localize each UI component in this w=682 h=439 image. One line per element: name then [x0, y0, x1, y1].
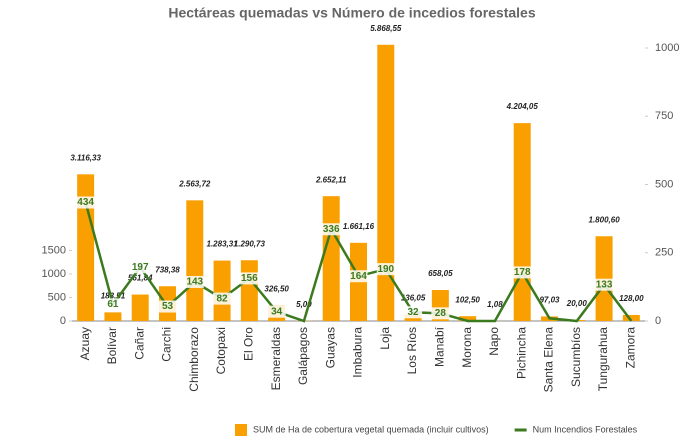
x-tick-label: Chimborazo: [187, 327, 201, 392]
y-tick-label: 500: [48, 291, 66, 303]
line-value-label: 82: [217, 293, 229, 304]
x-tick-label: Santa Elena: [542, 327, 556, 393]
bar-value-label: 4.204,05: [506, 102, 539, 111]
bar: [132, 295, 149, 321]
x-tick-label: Pichincha: [514, 327, 528, 379]
chart-title: Hectáreas quemadas vs Número de incedios…: [168, 5, 535, 21]
bar: [241, 260, 258, 321]
y2-tick-label: 0: [655, 315, 661, 327]
line-value-label: 133: [596, 279, 613, 290]
x-tick-label: Azuay: [78, 327, 92, 360]
x-tick-label: Cotopaxi: [214, 327, 228, 374]
line-value-label: 61: [107, 299, 119, 310]
x-tick-label: Tungurahua: [596, 327, 610, 392]
x-tick-label: El Oro: [242, 327, 256, 361]
bar-value-label: 738,38: [155, 265, 180, 274]
bar-value-label: 326,50: [264, 285, 289, 294]
y2-tick-label: 1000: [655, 42, 679, 54]
x-tick-label: Guayas: [323, 327, 337, 368]
bar-value-label: 5.868,55: [370, 24, 402, 33]
x-tick-label: Manabí: [433, 326, 447, 367]
bar-value-label: 102,50: [455, 295, 480, 304]
bar-value-label: 3.116,33: [70, 153, 101, 162]
line-value-label: 197: [132, 262, 149, 273]
bar-value-label: 1,08: [487, 300, 503, 309]
bar-value-label: 20,00: [566, 299, 588, 308]
x-tick-label: Esmeraldas: [269, 327, 283, 390]
x-tick-label: Bolívar: [105, 327, 119, 364]
x-tick-label: Sucumbíos: [569, 327, 583, 387]
line-value-label: 156: [241, 273, 258, 284]
bar: [186, 200, 203, 321]
x-tick-label: Loja: [378, 327, 392, 350]
bar-value-label: 128,00: [619, 294, 644, 303]
x-tick-label: Galápagos: [296, 327, 310, 385]
line-value-label: 32: [408, 307, 420, 318]
line-value-label: 178: [514, 267, 531, 278]
chart: Hectáreas quemadas vs Número de incedios…: [0, 0, 682, 439]
y-tick-label: 1000: [42, 268, 66, 280]
bar-value-label: 2.652,11: [315, 175, 347, 184]
legend-swatch: [235, 424, 247, 436]
bar-value-label: 1.290,73: [234, 239, 266, 248]
line-value-label: 336: [323, 224, 340, 235]
bar: [214, 261, 231, 321]
bar: [514, 123, 531, 321]
line-value-label: 190: [377, 264, 394, 275]
y2-tick-label: 500: [655, 178, 673, 190]
legend-label: SUM de Ha de cobertura vegetal quemada (…: [253, 424, 489, 434]
bar: [104, 312, 121, 321]
legend-label: Num Incendios Forestales: [533, 424, 638, 434]
y-tick-label: 1500: [42, 244, 66, 256]
x-tick-label: Los Ríos: [405, 327, 419, 374]
line-value-label: 28: [435, 308, 447, 319]
line-value-label: 434: [77, 197, 94, 208]
y2-tick-label: 750: [655, 110, 673, 122]
x-tick-label: Morona: [460, 327, 474, 368]
x-tick-label: Zamora: [624, 327, 638, 369]
x-tick-label: Cañar: [132, 327, 146, 360]
bar-value-label: 1.800,60: [589, 215, 621, 224]
line-value-label: 164: [350, 271, 367, 282]
y-tick-label: 0: [60, 315, 66, 327]
x-tick-label: Imbabura: [351, 327, 365, 378]
bar-value-label: 2.563,72: [178, 179, 211, 188]
bar-value-label: 97,03: [539, 296, 560, 305]
y2-tick-label: 250: [655, 247, 673, 259]
bar-value-label: 1.661,16: [343, 222, 375, 231]
line-value-label: 143: [186, 277, 203, 288]
line-value-label: 53: [162, 301, 174, 312]
x-tick-label: Napo: [487, 327, 501, 356]
bar-value-label: 658,05: [428, 269, 453, 278]
bar: [323, 196, 340, 321]
line-value-label: 34: [271, 306, 283, 317]
x-tick-label: Carchi: [160, 327, 174, 362]
